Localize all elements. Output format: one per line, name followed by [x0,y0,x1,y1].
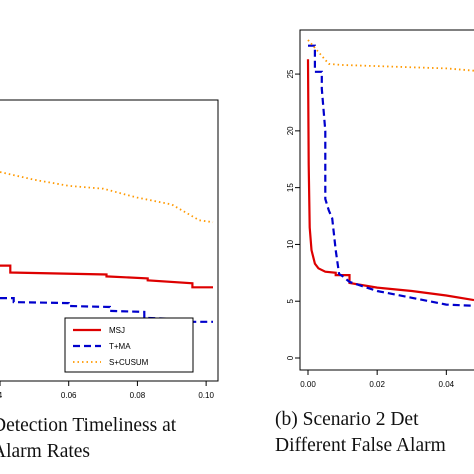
x-tick-label: 0.02 [369,380,385,389]
plot-frame [299,29,474,371]
caption-b-line-2: Different False Alarm [275,435,446,456]
legend-label: MSJ [109,326,125,335]
series-line-s-cusum [307,39,474,72]
y-tick-label: 0 [286,355,295,360]
y-tick-label: 10 [286,239,295,248]
caption-a-line-2: Alarm Rates [0,441,91,462]
caption-a-line-1: Detection Timeliness at [0,415,177,436]
panel-b-chart: 0.00 0.02 0.04 0 5 10 15 20 25 [286,29,474,389]
x-tick-label: 0.04 [439,380,455,389]
y-tick-label: 5 [286,298,295,303]
series-line-t-ma [308,44,474,307]
y-tick-label: 20 [286,126,295,135]
series-line-s-cusum [0,171,214,224]
caption-a: Detection Timeliness at Alarm Rates [0,413,176,465]
plot-frame [0,99,219,382]
legend-label: T+MA [109,342,131,351]
panel-a-chart: 4 0.06 0.08 0.10 MSJ T+MA S+CUSUM [0,99,219,400]
x-tick-label: 0.08 [130,391,146,400]
series-line-msj [306,59,474,302]
series-group [306,39,474,307]
x-tick-label: 0.10 [198,391,214,400]
caption-b: (b) Scenario 2 Det Different False Alarm [275,407,446,459]
x-tick-label: 0.00 [300,380,316,389]
legend-label: S+CUSUM [109,358,149,367]
caption-b-line-1: (b) Scenario 2 Det [275,409,419,430]
series-line-msj [0,264,213,289]
y-tick-label: 15 [286,183,295,192]
x-tick-label: 0.06 [61,391,77,400]
series-group [0,171,214,323]
x-tick-label: 4 [0,391,3,400]
y-tick-label: 25 [286,69,295,78]
